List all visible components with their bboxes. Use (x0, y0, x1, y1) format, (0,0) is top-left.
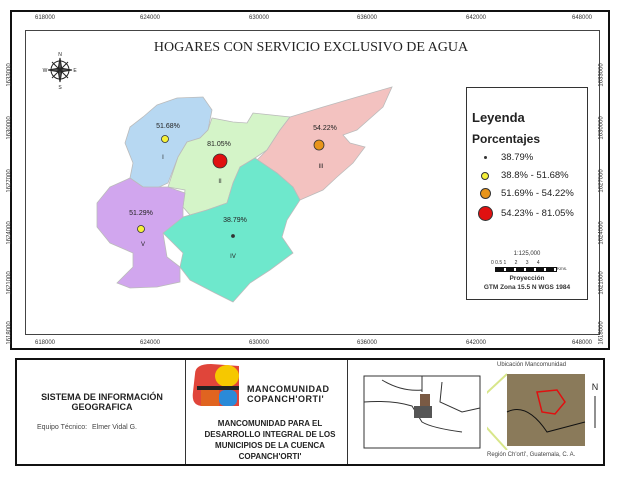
scale-ticks: 0 0.5 1 2 3 4 (491, 260, 540, 266)
region-id-label: IV (230, 254, 236, 260)
x-tick-bottom: 648000 (572, 340, 593, 346)
system-title: SISTEMA DE INFORMACIÓN GEOGRAFICA (41, 392, 163, 412)
proportional-symbol[interactable] (313, 139, 325, 151)
region-value-label: 54.22% (313, 125, 337, 132)
region-value-label: 81.05% (207, 141, 231, 148)
x-tick-top: 624000 (140, 15, 161, 21)
title-block: SISTEMA DE INFORMACIÓN GEOGRAFICA Equipo… (15, 358, 605, 466)
team-name: Elmer Vidal G. (92, 424, 137, 431)
region-iv[interactable] (162, 157, 301, 303)
legend: Leyenda Porcentajes 38.79% 38.8% - 51.68… (466, 87, 588, 300)
legend-item: 54.23% - 81.05% (475, 206, 574, 221)
x-tick-bottom: 630000 (249, 340, 270, 346)
projection-title: Proyección (509, 275, 545, 282)
scale-ratio: 1:125,000 (513, 251, 541, 257)
logo-text-2: COPANCH'ORTI' (247, 394, 325, 404)
inset-caption: Región Ch'ortí', Guatemala, C. A. (487, 452, 576, 458)
mancomunidad-logo (192, 364, 239, 406)
inset-title: Ubicación Mancomunidad (497, 362, 567, 368)
x-tick-bottom: 618000 (35, 340, 56, 346)
inset-relief-map: N (487, 373, 599, 450)
proportional-symbol[interactable] (137, 225, 145, 233)
inset-locator-map (363, 375, 481, 449)
proportional-symbol[interactable] (161, 135, 169, 143)
proportional-symbol[interactable] (212, 153, 228, 169)
region-id-label: I (162, 155, 164, 161)
legend-item: 51.69% - 54.22% (475, 188, 574, 199)
map-neatline (25, 30, 600, 335)
region-value-label: 38.79% (223, 217, 247, 224)
map-frame (10, 10, 610, 350)
legend-item: 38.79% (475, 152, 533, 163)
map-title: HOGARES CON SERVICIO EXCLUSIVO DE AGUA (153, 40, 469, 55)
svg-text:N: N (592, 382, 599, 392)
x-tick-bottom: 636000 (357, 340, 378, 346)
legend-subtitle: Porcentajes (472, 132, 541, 146)
scale-bar (495, 267, 557, 272)
x-tick-top: 630000 (249, 15, 270, 21)
svg-text:W: W (43, 68, 48, 74)
region-id-label: III (318, 164, 323, 170)
scale-unit: Kms. (557, 266, 568, 271)
team-label: Equipo Técnico: (37, 424, 88, 431)
x-tick-top: 636000 (357, 15, 378, 21)
x-tick-bottom: 642000 (466, 340, 487, 346)
legend-item: 38.8% - 51.68% (475, 170, 569, 181)
compass-rose-icon: N S W E (43, 52, 78, 91)
region-value-label: 51.68% (156, 123, 180, 130)
x-tick-bottom: 624000 (140, 340, 161, 346)
x-tick-top: 642000 (466, 15, 487, 21)
region-v[interactable] (96, 177, 186, 289)
region-value-label: 51.29% (129, 210, 153, 217)
svg-text:N: N (58, 52, 62, 58)
x-tick-top: 648000 (572, 15, 593, 21)
region-id-label: V (141, 242, 145, 248)
region-id-label: II (218, 179, 222, 185)
svg-text:E: E (73, 68, 77, 74)
legend-title: Leyenda (472, 110, 525, 125)
projection: GTM Zona 15.5 N WGS 1984 (483, 284, 571, 291)
svg-text:S: S (58, 85, 62, 91)
x-tick-top: 618000 (35, 15, 56, 21)
proportional-symbol[interactable] (231, 234, 235, 238)
map-canvas: N S W E 51.68% I 81.05% II 54.22% III 38… (43, 52, 393, 303)
logo-text-1: MANCOMUNIDAD (247, 384, 330, 394)
org-name: MANCOMUNIDAD PARA EL DESARROLLO INTEGRAL… (204, 419, 336, 461)
